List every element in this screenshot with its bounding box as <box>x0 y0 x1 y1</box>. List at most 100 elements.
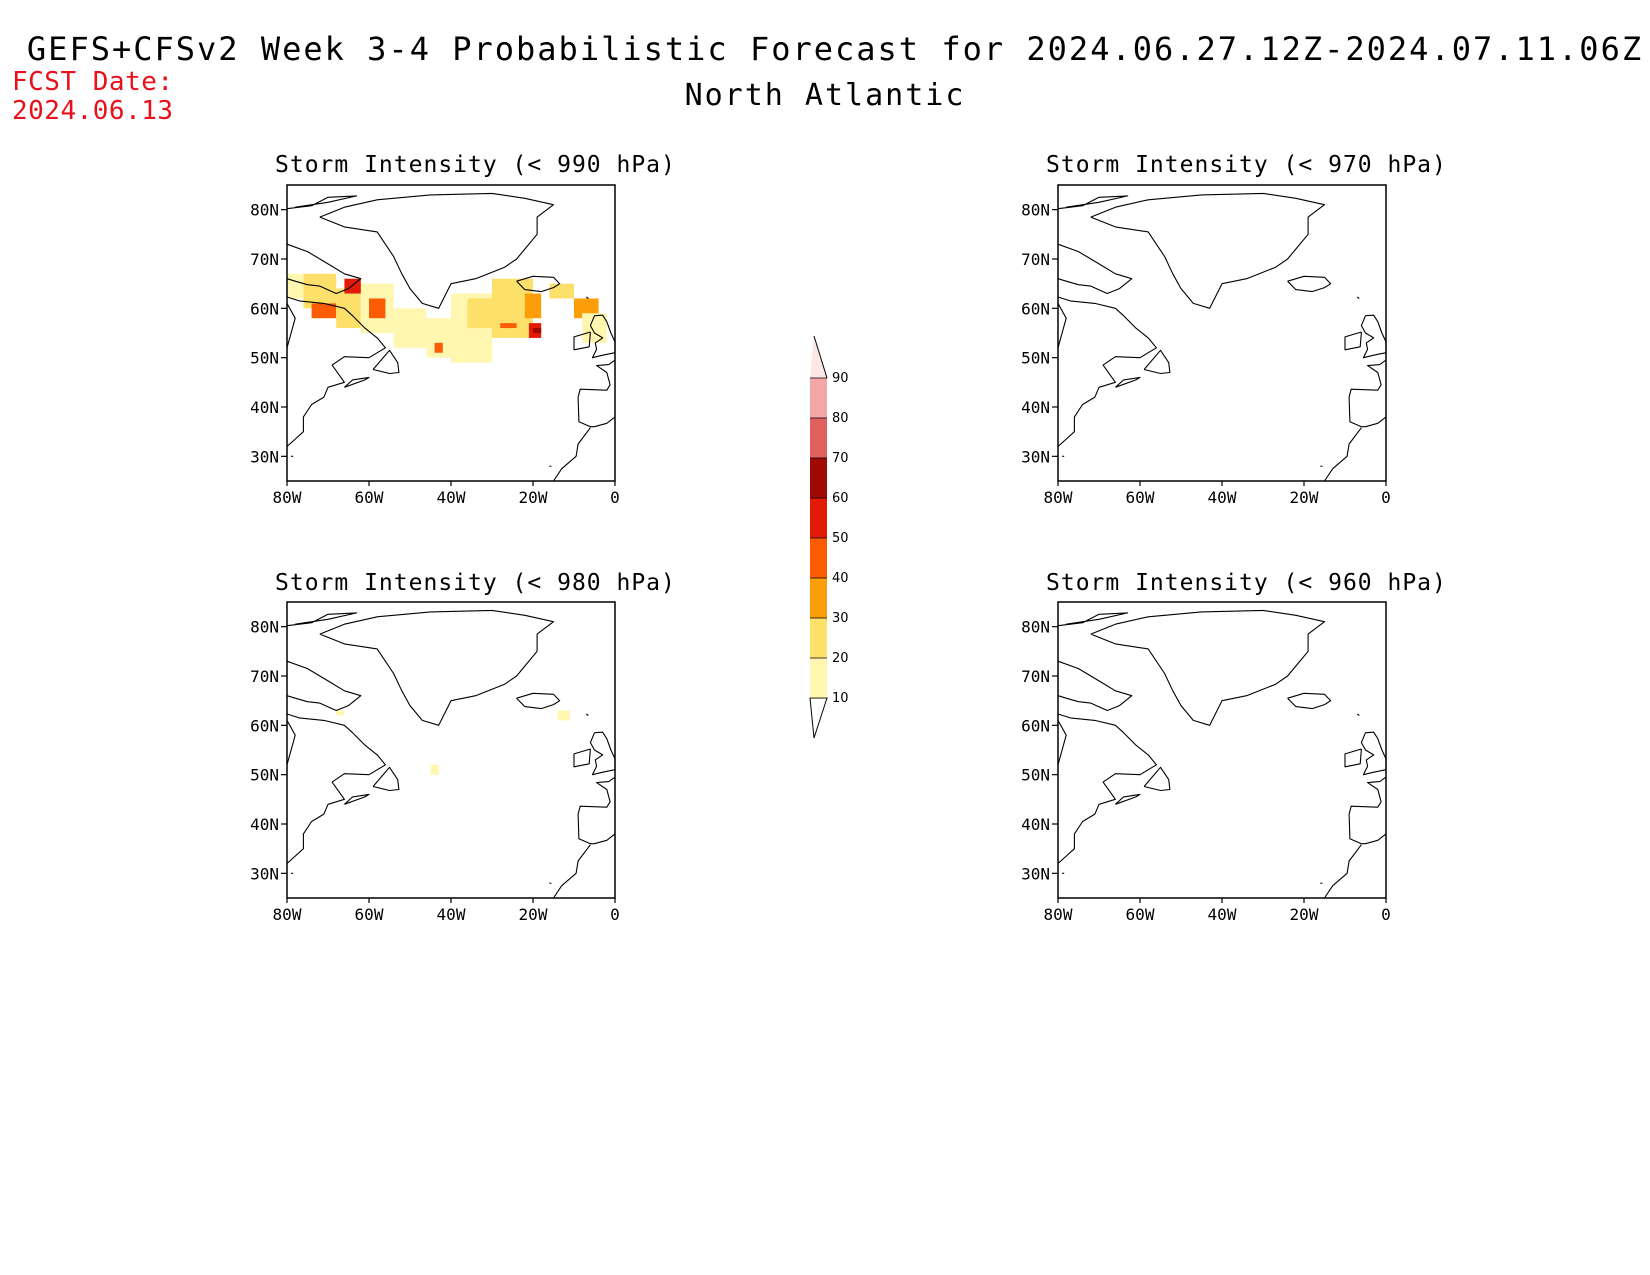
lat-tick-label: 50N <box>250 766 279 785</box>
lat-tick-label: 70N <box>1021 250 1050 269</box>
coastline-iceland <box>516 275 561 293</box>
coastline-ireland <box>1344 748 1362 768</box>
colorbar-label: 90 <box>832 371 849 386</box>
colorbar-top-cap <box>810 336 827 378</box>
coastline-europe <box>1348 776 1387 845</box>
lat-tick-label: 30N <box>1021 447 1050 466</box>
lat-tick-label: 80N <box>1021 201 1050 220</box>
lat-tick-label: 60N <box>1021 716 1050 735</box>
lon-tick-label: 40W <box>1208 905 1237 924</box>
probability-cell <box>336 710 345 716</box>
probability-cell <box>311 303 337 319</box>
colorbar-segment <box>810 658 827 698</box>
coastline-ellesmere <box>286 612 358 627</box>
colorbar-segment <box>810 498 827 538</box>
colorbar-label: 80 <box>832 411 849 426</box>
colorbar-segment <box>810 618 827 658</box>
probability-cell <box>393 308 427 348</box>
panel-title-970: Storm Intensity (< 970 hPa) <box>1046 152 1447 178</box>
coastline-hudson_east <box>1057 720 1067 765</box>
lon-tick-label: 20W <box>519 488 548 507</box>
coastline-hudson_east <box>286 720 296 765</box>
colorbar-label: 20 <box>832 651 849 666</box>
panel-title-960: Storm Intensity (< 960 hPa) <box>1046 570 1447 596</box>
coastline-europe <box>577 359 616 428</box>
probability-cell <box>287 273 304 299</box>
forecast-date-value: 2024.06.13 <box>12 96 174 126</box>
coastline-faroe <box>585 296 589 299</box>
coastline-labrador <box>1057 713 1157 864</box>
coastline-britain <box>1360 731 1387 776</box>
colorbar-bottom-cap <box>809 697 828 739</box>
lat-tick-label: 80N <box>1021 618 1050 637</box>
colorbar-label: 10 <box>832 691 849 706</box>
coastline-britain <box>1360 314 1387 359</box>
map-frame <box>1057 184 1387 482</box>
probability-cell <box>336 288 361 329</box>
probability-field <box>336 710 570 775</box>
probability-cell <box>500 323 517 329</box>
colorbar-segment <box>810 458 827 498</box>
coastline-faroe <box>1356 713 1360 716</box>
lon-tick-label: 60W <box>1126 488 1155 507</box>
coastlines <box>1057 609 1387 899</box>
coastline-faroe <box>585 713 589 716</box>
coastline-greenland <box>319 609 555 726</box>
lon-tick-label: 80W <box>1044 488 1073 507</box>
lat-tick-label: 70N <box>250 250 279 269</box>
coastline-europe <box>1348 359 1387 428</box>
lon-tick-label: 0 <box>610 905 620 924</box>
lon-tick-label: 40W <box>1208 488 1237 507</box>
coastline-ellesmere <box>1057 195 1129 210</box>
lon-tick-label: 60W <box>1126 905 1155 924</box>
map-panel-960: 80N 70N 60N 50N 40N 30N 80W 60W 40W 20W 0 <box>1021 601 1391 924</box>
colorbar-label: 60 <box>832 491 849 506</box>
lon-tick-label: 20W <box>519 905 548 924</box>
lon-tick-label: 0 <box>1381 905 1391 924</box>
lon-tick-label: 60W <box>355 905 384 924</box>
probability-cell <box>533 328 542 333</box>
colorbar-segment <box>810 418 827 458</box>
lat-tick-label: 40N <box>1021 398 1050 417</box>
coastline-baffin <box>286 660 362 712</box>
coastline-ireland <box>573 748 591 768</box>
probability-cell <box>434 342 443 353</box>
lat-tick-label: 40N <box>250 398 279 417</box>
probability-cell <box>557 710 570 721</box>
lat-tick-label: 60N <box>250 716 279 735</box>
colorbar-label: 30 <box>832 611 849 626</box>
lon-tick-label: 0 <box>610 488 620 507</box>
colorbar-top-cap-edge <box>813 335 828 379</box>
coastline-ellesmere <box>286 195 358 210</box>
lon-tick-label: 60W <box>355 488 384 507</box>
coastline-greenland <box>1090 609 1326 726</box>
region-subtitle: North Atlantic <box>684 78 966 113</box>
coastline-greenland <box>319 192 555 309</box>
coastline-baffin <box>286 243 362 295</box>
probability-cell <box>369 298 386 319</box>
lat-tick-label: 50N <box>1021 766 1050 785</box>
coastline-labrador <box>286 713 386 864</box>
forecast-date: FCST Date: 2024.06.13 <box>12 68 174 126</box>
lon-tick-label: 80W <box>1044 905 1073 924</box>
probability-cell <box>582 313 607 343</box>
main-title: GEFS+CFSv2 Week 3-4 Probabilistic Foreca… <box>26 30 1644 68</box>
coastlines <box>1057 192 1387 482</box>
coastline-labrador <box>286 296 386 447</box>
coastline-ireland <box>1344 331 1362 351</box>
coastline-baffin <box>1057 660 1133 712</box>
lat-tick-label: 40N <box>250 815 279 834</box>
lat-tick-label: 30N <box>1021 864 1050 883</box>
lon-tick-label: 80W <box>273 905 302 924</box>
colorbar-label: 70 <box>832 451 849 466</box>
probability-cell <box>430 764 439 775</box>
map-frame <box>1057 601 1387 899</box>
colorbar-label: 50 <box>832 531 849 546</box>
lon-tick-label: 20W <box>1290 488 1319 507</box>
colorbar-label: 40 <box>832 571 849 586</box>
lat-tick-label: 40N <box>1021 815 1050 834</box>
coastline-newfoundland <box>1143 766 1171 792</box>
coastline-greenland <box>1090 192 1326 309</box>
lat-tick-label: 30N <box>250 864 279 883</box>
lat-tick-label: 60N <box>1021 299 1050 318</box>
